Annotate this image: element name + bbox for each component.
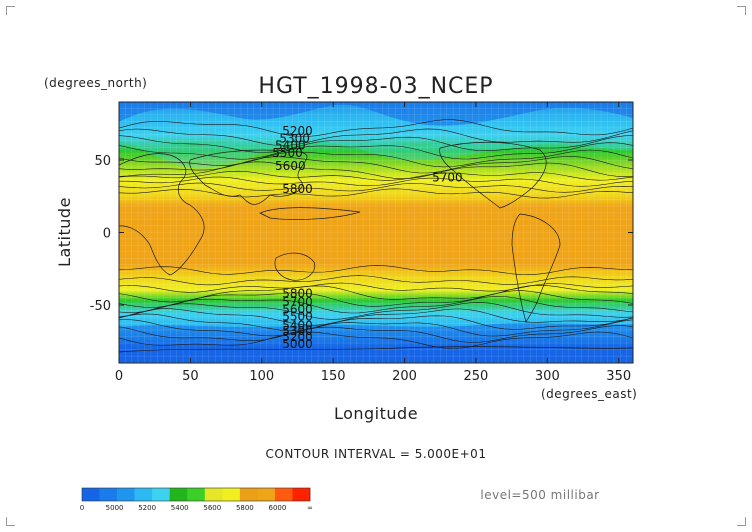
contour-line [119, 176, 633, 187]
colorbar-tick-label: 0 [80, 504, 84, 512]
contour-line [119, 319, 633, 337]
colorbar-frame [81, 487, 311, 502]
contour-line [119, 170, 633, 181]
contour-line [119, 331, 633, 349]
colorbar-swatch [257, 488, 276, 501]
x-tick-label: 300 [535, 369, 560, 384]
contour-line [119, 142, 633, 160]
colorbar-swatch [117, 488, 135, 501]
contour-line [119, 296, 633, 314]
x-tick-label: 100 [249, 369, 274, 384]
colorbar-swatch [204, 488, 223, 501]
contour-label: 5800 [282, 286, 313, 300]
contour-label: 5500 [282, 310, 313, 324]
x-tick-label: 50 [182, 369, 199, 384]
contour-label: 5200 [282, 330, 313, 344]
contour-line [119, 188, 633, 199]
contour-interval-note: CONTOUR INTERVAL = 5.000E+01 [266, 447, 487, 461]
x-tick-label: 150 [321, 369, 346, 384]
contour-label: 5600 [275, 159, 306, 173]
colorbar-tick-label: 5000 [106, 504, 124, 512]
x-tick-label: 200 [392, 369, 417, 384]
africa-europe-outline [119, 153, 205, 276]
contour-label: 5200 [282, 124, 313, 138]
contour-line [119, 302, 633, 320]
asia-outline [189, 149, 308, 205]
contour-label: 5300 [279, 131, 310, 145]
contour-label: 5600 [282, 302, 313, 316]
level-label: level=500 millibar [480, 488, 599, 502]
south-america-outline [511, 213, 561, 323]
contour-line [119, 325, 633, 343]
contour-lines [119, 119, 633, 349]
contour-line [119, 128, 633, 146]
colorbar-tick-label: 5800 [236, 504, 254, 512]
colorbar-swatch [82, 488, 100, 501]
contour-label: 5400 [282, 318, 313, 332]
contour-line [119, 275, 633, 286]
colorbar-tick-label: 5400 [171, 504, 189, 512]
contour-line [119, 135, 633, 153]
north-america-outline [439, 141, 547, 209]
colorbar-tick-label: 5600 [203, 504, 221, 512]
y-unit-label: (degrees_north) [44, 76, 147, 90]
contour-label: 5700 [432, 170, 463, 184]
colorbar-swatch [152, 488, 170, 501]
x-axis-ticks: 0 50 100 150 200 250 300 350 [115, 102, 631, 384]
map-title: HGT_1998-03_NCEP [258, 74, 493, 99]
colorbar-swatch [274, 488, 293, 501]
contour-label: 5500 [272, 146, 303, 160]
colorbar-swatch [99, 488, 118, 501]
contour-line [119, 308, 633, 326]
y-axis-title: Latitude [55, 197, 74, 267]
grid-overlay [119, 102, 633, 363]
colorbar-swatch [169, 488, 188, 501]
corner-mark-top-right [737, 6, 746, 15]
contour-line [119, 265, 633, 276]
corner-mark-bottom-right [737, 517, 746, 526]
colorbar-swatch [222, 488, 241, 501]
colorbar-tick-label: ∞ [307, 504, 313, 512]
corner-mark-bottom-left [6, 517, 15, 526]
colorbar-swatch [239, 488, 258, 501]
contour-line [119, 313, 633, 332]
contour-line [119, 149, 633, 168]
colorbar-swatch [187, 488, 206, 501]
y-tick-label: 0 [103, 227, 111, 242]
contour-label: 5700 [282, 295, 313, 309]
colorbar-swatch [292, 488, 311, 501]
y-tick-label: 50 [94, 154, 111, 169]
contour-line [119, 161, 633, 180]
colorbar: 0 5000 5200 5400 5600 5800 6000 ∞ [80, 487, 313, 512]
colorbar-tick-label: 5200 [138, 504, 156, 512]
contour-label: 5300 [282, 324, 313, 338]
contour-label: 5400 [275, 139, 306, 153]
colorbar-tick-label: 6000 [269, 504, 287, 512]
contour-label: 5000 [282, 337, 313, 351]
x-tick-label: 250 [464, 369, 489, 384]
contour-label: 5800 [282, 182, 313, 196]
x-tick-label: 350 [606, 369, 631, 384]
contour-line [119, 119, 633, 137]
coastlines [119, 141, 633, 353]
plot-area [119, 102, 633, 363]
contour-line [119, 282, 633, 293]
corner-mark-top-left [6, 6, 15, 15]
colorbar-swatch [134, 488, 153, 501]
x-axis-title: Longitude [334, 404, 418, 423]
x-tick-label: 0 [115, 369, 123, 384]
y-axis-ticks: 50 0 -50 [90, 154, 633, 314]
y-tick-label: -50 [90, 299, 111, 314]
contour-line [119, 156, 633, 174]
contour-labels: 5200530054005500560057005800580057005600… [272, 124, 462, 351]
australia-outline [274, 252, 316, 281]
x-unit-label: (degrees_east) [541, 387, 637, 401]
contour-line [119, 182, 633, 193]
contour-line [119, 290, 633, 308]
antarctica-outline [119, 346, 633, 353]
